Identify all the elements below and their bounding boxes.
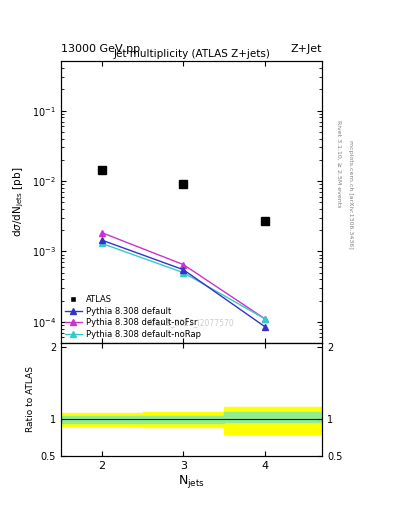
Text: 13000 GeV pp: 13000 GeV pp bbox=[61, 45, 140, 54]
Text: mcplots.cern.ch [arXiv:1306.3436]: mcplots.cern.ch [arXiv:1306.3436] bbox=[348, 140, 353, 249]
Title: Jet multiplicity (ATLAS Z+jets): Jet multiplicity (ATLAS Z+jets) bbox=[113, 49, 270, 59]
Y-axis label: Ratio to ATLAS: Ratio to ATLAS bbox=[26, 367, 35, 432]
Y-axis label: d$\sigma$/dN$_\mathrm{jets}$ [pb]: d$\sigma$/dN$_\mathrm{jets}$ [pb] bbox=[12, 167, 26, 238]
Text: Rivet 3.1.10, ≥ 2.5M events: Rivet 3.1.10, ≥ 2.5M events bbox=[336, 120, 341, 207]
X-axis label: N$_\mathrm{jets}$: N$_\mathrm{jets}$ bbox=[178, 473, 205, 490]
Text: ATLAS_2022_I2077570: ATLAS_2022_I2077570 bbox=[148, 318, 235, 328]
Legend: ATLAS, Pythia 8.308 default, Pythia 8.308 default-noFsr, Pythia 8.308 default-no: ATLAS, Pythia 8.308 default, Pythia 8.30… bbox=[65, 295, 201, 339]
Text: Z+Jet: Z+Jet bbox=[291, 45, 322, 54]
